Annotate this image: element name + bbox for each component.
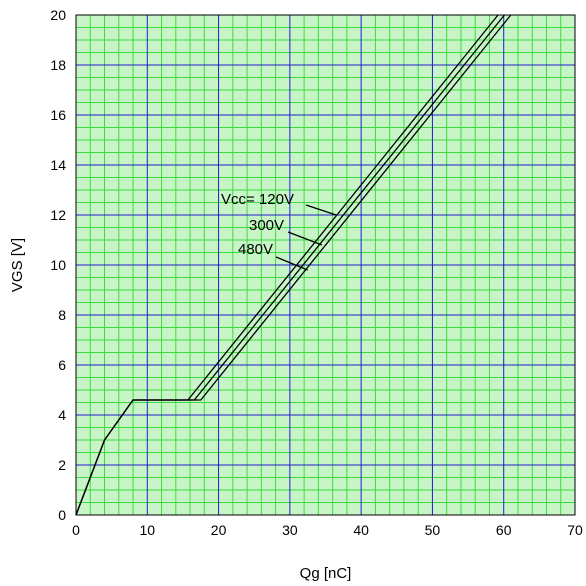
x-tick-label: 20 [211, 522, 227, 538]
y-tick-label: 0 [58, 507, 66, 523]
annotation-label: Vcc= 120V [221, 191, 294, 208]
x-tick-label: 60 [496, 522, 512, 538]
y-axis-label: VGS [V] [9, 238, 26, 292]
y-tick-label: 2 [58, 457, 66, 473]
series-layer [75, 14, 512, 516]
series-line-3 [75, 14, 512, 516]
y-tick-label: 4 [58, 407, 66, 423]
y-tick-label: 8 [58, 307, 66, 323]
y-tick-label: 12 [50, 207, 66, 223]
x-tick-label: 70 [567, 522, 583, 538]
y-tick-labels: 0 2 4 6 8 10 12 14 16 18 20 [50, 7, 66, 523]
x-tick-label: 40 [353, 522, 369, 538]
y-tick-label: 20 [50, 7, 66, 23]
y-tick-label: 6 [58, 357, 66, 373]
x-tick-label: 50 [425, 522, 441, 538]
annotation-leader-line [305, 204, 337, 216]
y-tick-label: 14 [50, 157, 66, 173]
y-tick-label: 10 [50, 257, 66, 273]
annotation-label: 300V [249, 217, 284, 234]
y-tick-label: 18 [50, 57, 66, 73]
x-tick-label: 0 [72, 522, 80, 538]
plot-frame [75, 14, 576, 516]
x-axis-label: Qg [nC] [300, 565, 352, 582]
y-tick-label: 16 [50, 107, 66, 123]
annotation-leader-line [275, 256, 308, 271]
annotation-label: 480V [238, 241, 273, 258]
x-tick-label: 30 [282, 522, 298, 538]
annotation-layer: Vcc= 120V 300V 480V [221, 191, 337, 271]
x-tick-labels: 0 10 20 30 40 50 60 70 [72, 522, 583, 538]
x-tick-label: 10 [139, 522, 155, 538]
annotation-leader-line [287, 231, 323, 246]
